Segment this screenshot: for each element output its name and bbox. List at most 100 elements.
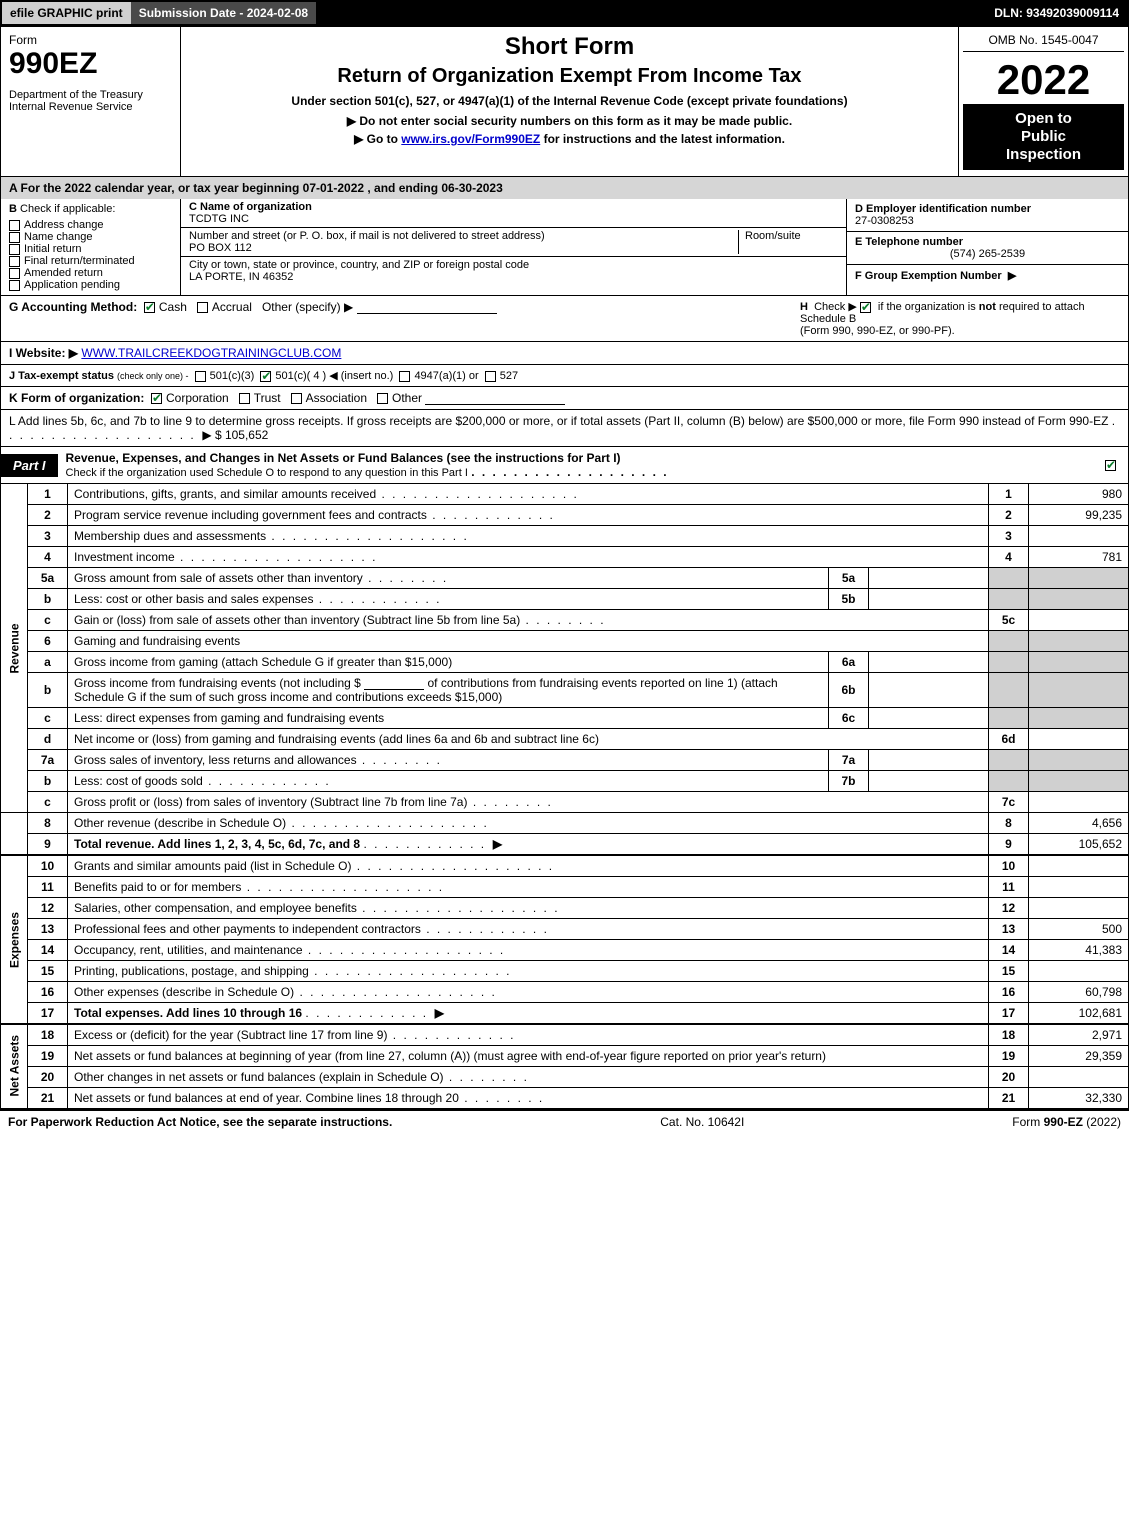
line-num: 10 [28, 855, 68, 877]
line-num: 1 [28, 484, 68, 505]
h-check-text: Check ▶ [814, 301, 857, 313]
part1-table: Revenue 1 Contributions, gifts, grants, … [0, 484, 1129, 1109]
chk-initial-return[interactable]: Initial return [9, 243, 172, 255]
room-suite-label: Room/suite [745, 230, 801, 242]
d-ein-label: D Employer identification number [855, 203, 1031, 215]
row-k-form-org: K Form of organization: Corporation Trus… [0, 387, 1129, 410]
open-to-public-badge: Open to Public Inspection [963, 104, 1124, 170]
chk-accrual[interactable] [197, 302, 208, 313]
form-number: 990EZ [9, 47, 172, 81]
l17-arrow: ▶ [435, 1006, 444, 1020]
line-amount: 102,681 [1029, 1003, 1129, 1025]
table-row: 5a Gross amount from sale of assets othe… [1, 568, 1129, 589]
chk-address-change[interactable]: Address change [9, 219, 172, 231]
table-row: b Less: cost or other basis and sales ex… [1, 589, 1129, 610]
subline-ref: 5b [829, 589, 869, 610]
line-desc: Salaries, other compensation, and employ… [68, 898, 989, 919]
grey-cell [989, 771, 1029, 792]
subline-amount [869, 652, 989, 673]
irs-form-link[interactable]: www.irs.gov/Form990EZ [401, 132, 540, 146]
line-amount [1029, 792, 1129, 813]
line-desc: Grants and similar amounts paid (list in… [68, 855, 989, 877]
chk-501c[interactable] [260, 371, 271, 382]
l9-text: Total revenue. Add lines 1, 2, 3, 4, 5c,… [74, 837, 360, 851]
line-num: 11 [28, 877, 68, 898]
line-amount: 32,330 [1029, 1088, 1129, 1109]
subline-amount [869, 750, 989, 771]
line-num: 17 [28, 1003, 68, 1025]
line-amount [1029, 610, 1129, 631]
section-def: D Employer identification number 27-0308… [846, 199, 1128, 295]
chk-cash[interactable] [144, 302, 155, 313]
table-row: 12 Salaries, other compensation, and emp… [1, 898, 1129, 919]
chk-not-required-schedule-b[interactable] [860, 302, 871, 313]
j-label: J Tax-exempt status [9, 370, 114, 382]
table-row: 9 Total revenue. Add lines 1, 2, 3, 4, 5… [1, 834, 1129, 856]
line-desc: Net income or (loss) from gaming and fun… [68, 729, 989, 750]
f-group-exemption-label: F Group Exemption Number [855, 270, 1002, 282]
other-org-blank[interactable] [425, 391, 565, 405]
chk-trust[interactable] [239, 393, 250, 404]
row-i-website: I Website: ▶ WWW.TRAILCREEKDOGTRAININGCL… [0, 342, 1129, 365]
l-text: L Add lines 5b, 6c, and 7b to line 9 to … [9, 414, 1108, 428]
table-row: c Gross profit or (loss) from sales of i… [1, 792, 1129, 813]
l6b-blank[interactable] [364, 676, 424, 690]
table-row: 8 Other revenue (describe in Schedule O)… [1, 813, 1129, 834]
chk-final-return[interactable]: Final return/terminated [9, 255, 172, 267]
row-l-gross-receipts: L Add lines 5b, 6c, and 7b to line 9 to … [0, 410, 1129, 447]
line-num: 9 [28, 834, 68, 856]
line-num: 12 [28, 898, 68, 919]
line-desc: Other changes in net assets or fund bala… [68, 1067, 989, 1088]
chk-corporation[interactable] [151, 393, 162, 404]
opt-other-org: Other [392, 391, 422, 405]
chk-amended-return[interactable]: Amended return [9, 267, 172, 279]
grey-cell [1029, 708, 1129, 729]
line-amount: 29,359 [1029, 1046, 1129, 1067]
line-desc: Occupancy, rent, utilities, and maintena… [68, 940, 989, 961]
top-bar: efile GRAPHIC print Submission Date - 20… [0, 0, 1129, 26]
header-left: Form 990EZ Department of the Treasury In… [1, 27, 181, 176]
chk-501c3[interactable] [195, 371, 206, 382]
grey-cell [1029, 652, 1129, 673]
chk-4947a1[interactable] [399, 371, 410, 382]
page-footer: For Paperwork Reduction Act Notice, see … [0, 1109, 1129, 1133]
chk-schedule-o-used[interactable] [1105, 460, 1116, 471]
line-desc: Gross income from fundraising events (no… [68, 673, 829, 708]
line-desc: Membership dues and assessments [68, 526, 989, 547]
table-row: 14 Occupancy, rent, utilities, and maint… [1, 940, 1129, 961]
line-ref: 1 [989, 484, 1029, 505]
subline-ref: 6b [829, 673, 869, 708]
other-specify-blank[interactable] [357, 300, 497, 314]
opt-initial-return: Initial return [24, 243, 81, 255]
j-note: (check only one) - [117, 371, 189, 381]
opt-accrual: Accrual [212, 300, 252, 314]
chk-application-pending[interactable]: Application pending [9, 279, 172, 291]
l-amount: ▶ $ 105,652 [202, 428, 268, 442]
grey-cell [1029, 771, 1129, 792]
subline-amount [869, 589, 989, 610]
line-num: 8 [28, 813, 68, 834]
table-row: c Less: direct expenses from gaming and … [1, 708, 1129, 729]
grey-cell [1029, 750, 1129, 771]
line-amount: 105,652 [1029, 834, 1129, 856]
line-num: c [28, 610, 68, 631]
line-desc: Professional fees and other payments to … [68, 919, 989, 940]
grey-cell [989, 708, 1029, 729]
table-row: 7a Gross sales of inventory, less return… [1, 750, 1129, 771]
line-amount [1029, 877, 1129, 898]
website-link[interactable]: WWW.TRAILCREEKDOGTRAININGCLUB.COM [81, 346, 341, 360]
chk-527[interactable] [485, 371, 496, 382]
line-desc: Gain or (loss) from sale of assets other… [68, 610, 989, 631]
line-ref: 9 [989, 834, 1029, 856]
table-row: d Net income or (loss) from gaming and f… [1, 729, 1129, 750]
chk-name-change[interactable]: Name change [9, 231, 172, 243]
chk-other-org[interactable] [377, 393, 388, 404]
subline-amount [869, 673, 989, 708]
table-row: 20 Other changes in net assets or fund b… [1, 1067, 1129, 1088]
line-amount [1029, 898, 1129, 919]
part1-checkbox-cell [1097, 454, 1128, 476]
line-amount: 99,235 [1029, 505, 1129, 526]
efile-print-label[interactable]: efile GRAPHIC print [2, 2, 131, 24]
opt-501c: 501(c)( 4 ) ◀ (insert no.) [275, 370, 393, 382]
chk-association[interactable] [291, 393, 302, 404]
